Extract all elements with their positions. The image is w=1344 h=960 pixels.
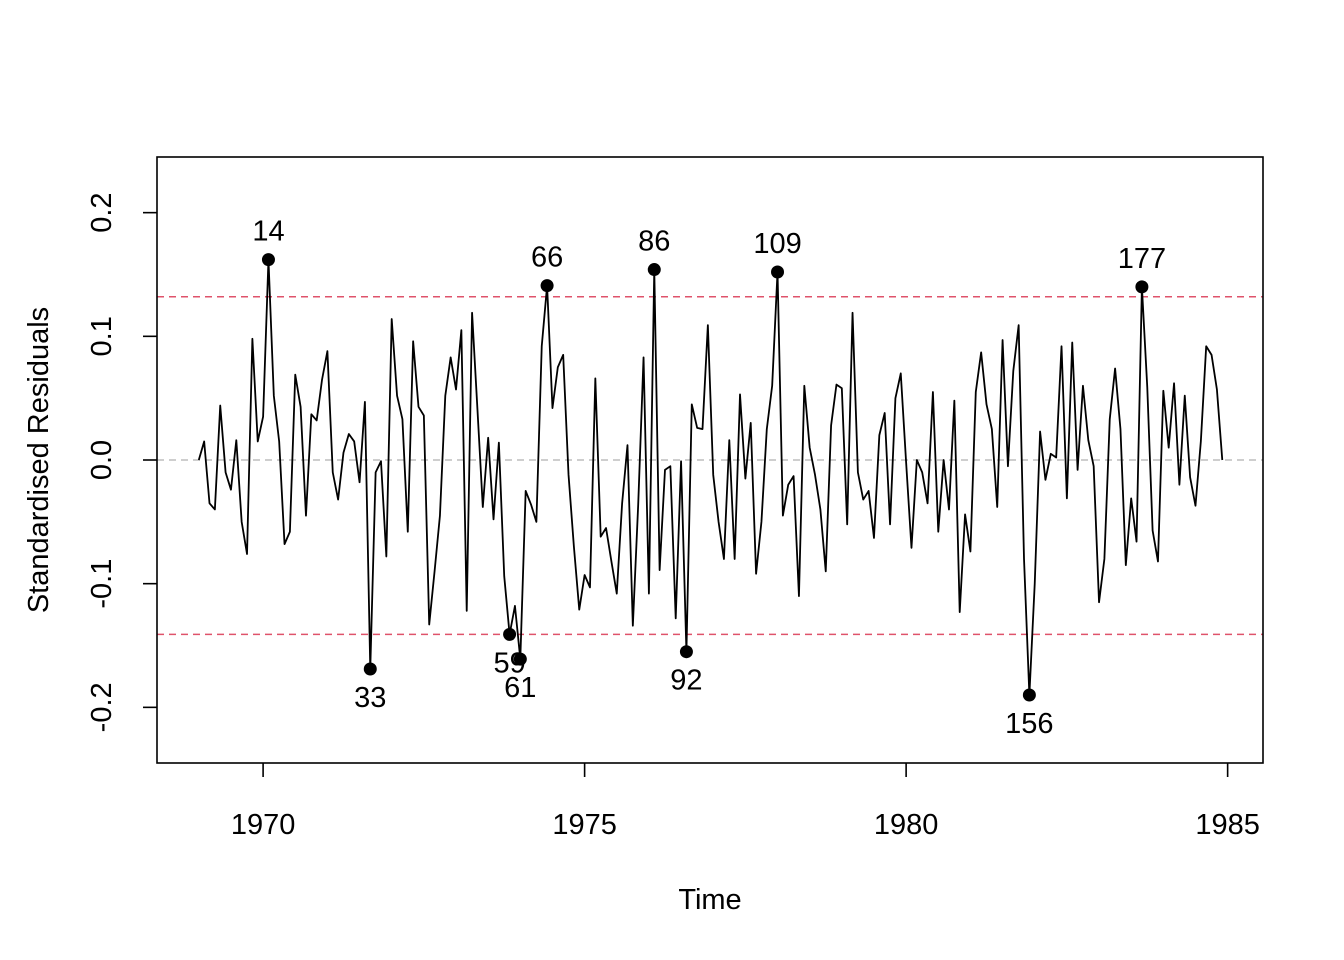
y-axis: -0.2 -0.1 0.0 0.1 0.2: [86, 192, 157, 732]
x-tick-label: 1985: [1195, 809, 1260, 841]
outlier-point-33: [363, 662, 377, 676]
x-tick-label: 1980: [874, 809, 939, 841]
x-axis-title: Time: [678, 884, 741, 916]
x-axis: 1970 1975 1980 1985: [231, 763, 1260, 841]
x-tick-label: 1975: [552, 809, 617, 841]
outlier-point-92: [679, 645, 693, 659]
y-tick-label: 0.2: [86, 192, 118, 232]
y-tick-label: -0.2: [86, 682, 118, 732]
residual-series-line: [197, 258, 1224, 696]
outlier-label-61: 61: [504, 672, 536, 704]
outlier-point-61: [513, 652, 527, 666]
outlier-point-14: [261, 253, 275, 267]
outlier-label-109: 109: [753, 228, 801, 260]
x-tick-label: 1970: [231, 809, 296, 841]
y-axis-title: Standardised Residuals: [23, 307, 55, 613]
outlier-point-156: [1022, 688, 1036, 702]
y-tick-label: -0.1: [86, 559, 118, 609]
reference-lines: [157, 295, 1263, 636]
y-tick-label: 0.1: [86, 316, 118, 356]
y-tick-label: 0.0: [86, 440, 118, 480]
outlier-label-156: 156: [1005, 708, 1053, 740]
series-layer: [197, 258, 1224, 696]
outlier-label-33: 33: [354, 682, 386, 714]
outlier-label-92: 92: [670, 665, 702, 697]
outlier-point-59: [503, 627, 517, 641]
outlier-label-177: 177: [1118, 243, 1166, 275]
outlier-point-177: [1135, 280, 1149, 294]
outlier-point-109: [771, 265, 785, 279]
outlier-label-66: 66: [531, 242, 563, 274]
outlier-label-86: 86: [638, 226, 670, 258]
outlier-label-14: 14: [252, 216, 284, 248]
outlier-point-66: [540, 279, 554, 293]
outlier-point-86: [647, 263, 661, 277]
